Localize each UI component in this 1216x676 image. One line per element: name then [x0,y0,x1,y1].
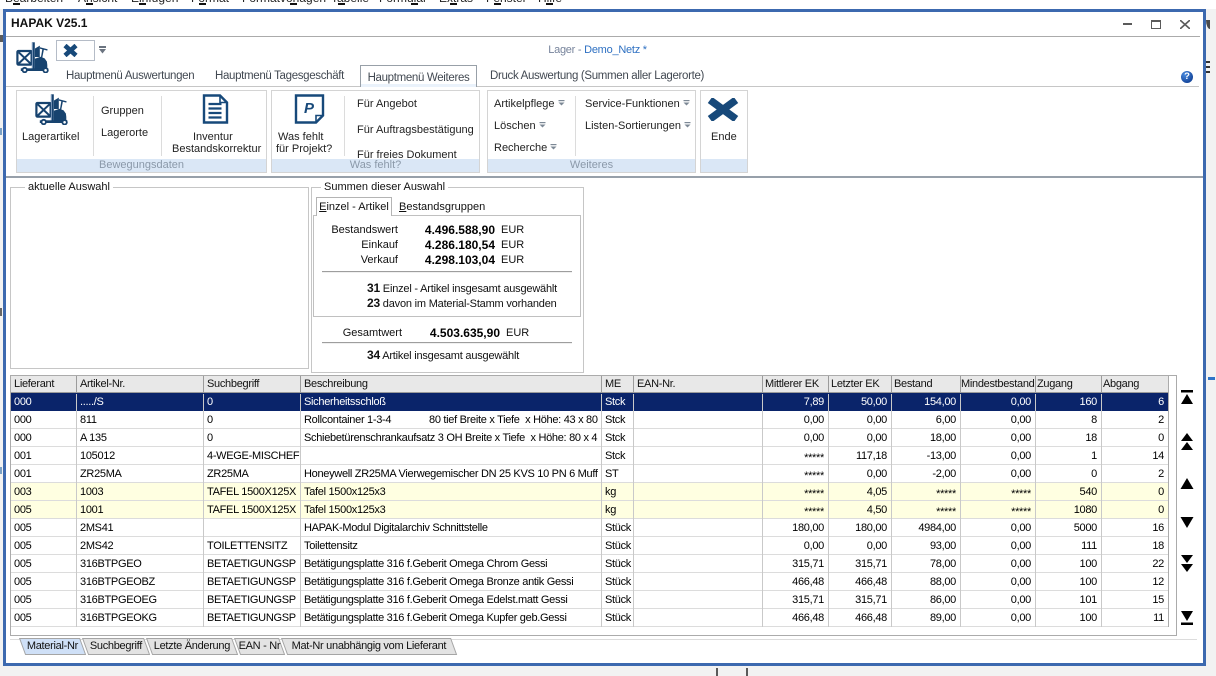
svg-text:P: P [304,100,315,117]
